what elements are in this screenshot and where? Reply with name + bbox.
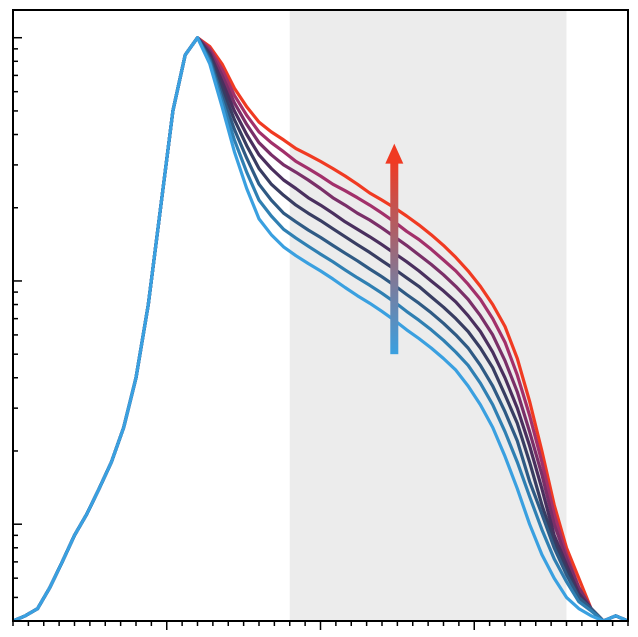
trend-arrow-shaft [390,159,399,355]
series-layer [13,36,628,621]
trend-arrow [385,143,404,355]
axes [12,9,629,630]
shaded-region [289,10,567,621]
series-line-8 [13,36,628,621]
trend-arrow-head [385,143,404,164]
